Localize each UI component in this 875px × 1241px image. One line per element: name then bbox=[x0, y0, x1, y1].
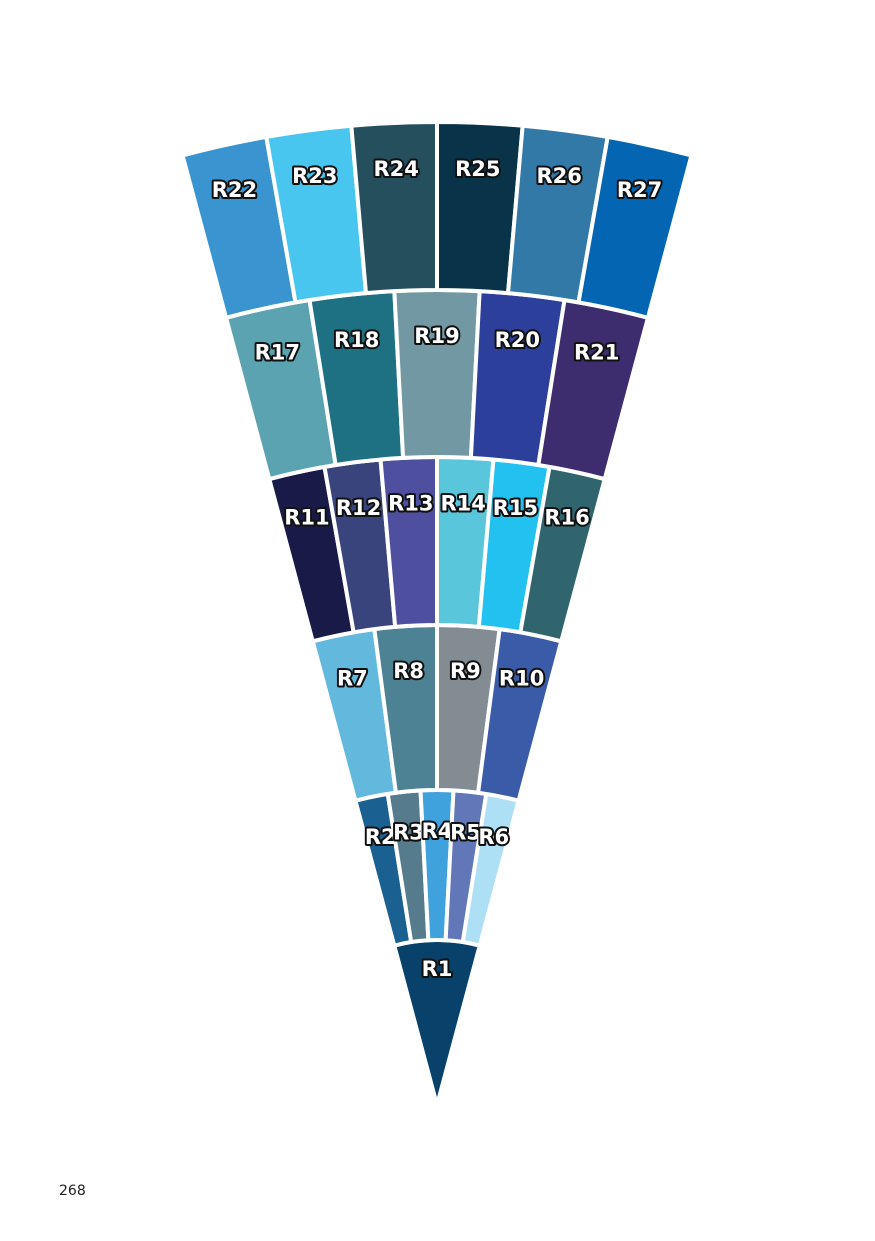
segment-label: R17 bbox=[255, 341, 300, 365]
page-number: 268 bbox=[59, 1183, 86, 1199]
segment-label: R4 bbox=[422, 819, 453, 843]
segment bbox=[392, 288, 482, 460]
segment-label: R15 bbox=[493, 496, 538, 520]
segment-label: R8 bbox=[393, 659, 424, 683]
segment bbox=[576, 134, 694, 320]
segment-label: R16 bbox=[544, 505, 589, 529]
segment-label: R13 bbox=[388, 492, 433, 516]
segment-label: R10 bbox=[499, 667, 544, 691]
segment-label: R1 bbox=[422, 957, 453, 981]
segment-label: R18 bbox=[334, 328, 379, 352]
segment-label: R7 bbox=[337, 667, 368, 691]
segment-label: R2 bbox=[365, 825, 396, 849]
segment-label: R20 bbox=[495, 328, 540, 352]
segment-label: R19 bbox=[414, 324, 459, 348]
segment-label: R22 bbox=[212, 178, 257, 202]
segment-label: R14 bbox=[441, 492, 486, 516]
segment-label: R5 bbox=[450, 820, 481, 844]
segment-label: R6 bbox=[478, 825, 509, 849]
segment-label: R21 bbox=[574, 341, 619, 365]
segment-label: R3 bbox=[393, 820, 424, 844]
segment bbox=[349, 120, 439, 296]
segment-label: R23 bbox=[292, 164, 337, 188]
segment-label: R9 bbox=[450, 659, 481, 683]
segment-label: R24 bbox=[373, 157, 418, 181]
segment-label: R12 bbox=[336, 496, 381, 520]
segment-label: R26 bbox=[536, 164, 581, 188]
segment-label: R11 bbox=[284, 505, 329, 529]
segment-label: R27 bbox=[617, 178, 662, 202]
segment-label: R25 bbox=[455, 157, 500, 181]
